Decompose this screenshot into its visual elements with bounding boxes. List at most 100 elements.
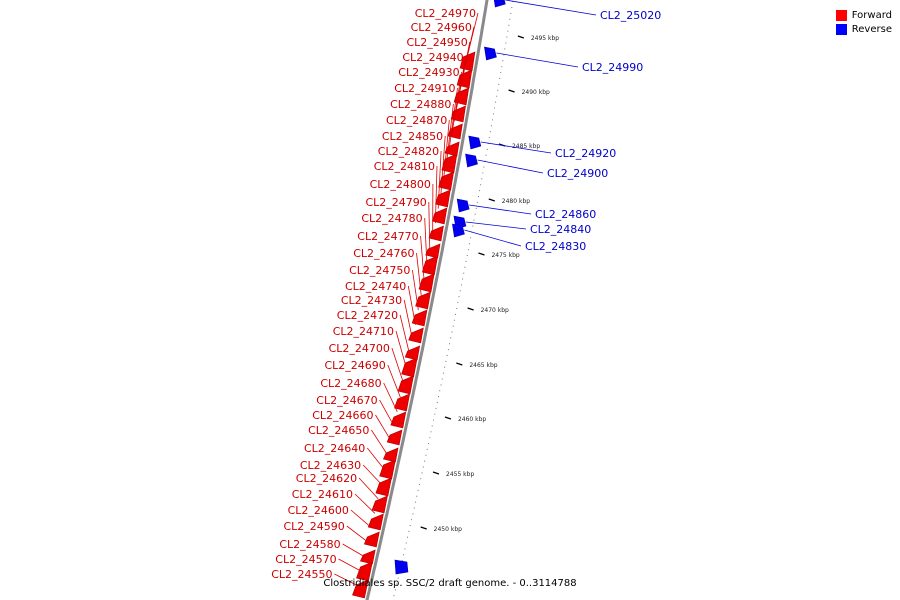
reverse-leader-line	[496, 52, 579, 68]
forward-gene-label: CL2_24940	[402, 51, 463, 64]
scale-tick-label: 2460 kbp	[458, 416, 486, 423]
reverse-leader-line	[464, 229, 522, 247]
forward-leader-line	[342, 543, 366, 558]
forward-gene-label: CL2_24640	[304, 442, 365, 455]
forward-gene-block	[394, 393, 411, 412]
forward-gene-label: CL2_24680	[320, 377, 381, 390]
reverse-gene-block	[456, 198, 470, 213]
forward-gene-block	[425, 243, 441, 259]
reverse-gene-label: CL2_24900	[547, 167, 608, 180]
forward-leader-line	[334, 573, 359, 587]
forward-gene-label: CL2_24550	[271, 568, 332, 581]
reverse-gene-label: CL2_24860	[535, 208, 596, 221]
forward-gene-label: CL2_24600	[288, 504, 349, 517]
forward-gene-label: CL2_24800	[370, 178, 431, 191]
forward-gene-block	[359, 549, 376, 565]
forward-leader-line	[448, 87, 458, 151]
forward-gene-label: CL2_24620	[296, 472, 357, 485]
forward-gene-label: CL2_24850	[382, 130, 443, 143]
scale-tick	[508, 89, 515, 93]
forward-leader-line	[424, 217, 428, 267]
forward-leader-line	[428, 201, 431, 253]
scale-tick-label: 2455 kbp	[446, 471, 474, 478]
forward-leader-line	[346, 525, 369, 543]
genome-backbone	[365, 0, 489, 600]
forward-gene-label: CL2_24720	[337, 309, 398, 322]
forward-gene-block	[367, 513, 384, 531]
scale-tick	[444, 416, 452, 420]
forward-gene-label: CL2_24960	[411, 21, 472, 34]
forward-leader-line	[435, 165, 438, 224]
forward-leader-line	[375, 414, 392, 442]
forward-gene-block	[418, 273, 435, 293]
forward-gene-label: CL2_24660	[312, 409, 373, 422]
scale-tick	[467, 307, 474, 311]
forward-gene-label: CL2_24700	[329, 342, 390, 355]
forward-leader-line	[412, 269, 419, 311]
forward-leader-line	[362, 464, 382, 485]
forward-leader-line	[440, 135, 446, 195]
forward-swatch	[835, 9, 847, 21]
forward-leader-line	[395, 330, 407, 369]
legend-forward-label: Forward	[851, 9, 892, 21]
legend: Forward Reverse	[835, 8, 892, 36]
forward-gene-label: CL2_24610	[292, 488, 353, 501]
scale-tick-label: 2465 kbp	[469, 362, 497, 369]
scale-tick-label: 2490 kbp	[522, 89, 550, 96]
forward-gene-label: CL2_24780	[361, 212, 422, 225]
forward-leader-line	[403, 299, 413, 340]
forward-leader-line	[371, 429, 389, 456]
scale-tick-label: 2470 kbp	[481, 307, 509, 314]
forward-gene-block	[383, 447, 399, 463]
forward-gene-label: CL2_24870	[386, 114, 447, 127]
reverse-gene-block	[452, 223, 465, 238]
reverse-leader-line	[469, 204, 532, 215]
scale-tick	[517, 35, 525, 39]
forward-leader-line	[453, 56, 467, 122]
forward-leader-line	[379, 399, 395, 427]
forward-leader-line	[407, 285, 416, 325]
forward-gene-label: CL2_24880	[390, 98, 451, 111]
forward-gene-block	[435, 189, 451, 208]
forward-leader-line	[383, 382, 398, 412]
forward-leader-line	[387, 364, 401, 398]
forward-leader-line	[338, 558, 362, 572]
forward-gene-block	[375, 477, 392, 497]
scale-tick-label: 2495 kbp	[531, 35, 559, 42]
forward-gene-label: CL2_24750	[349, 264, 410, 277]
forward-gene-block	[431, 207, 448, 225]
forward-gene-label: CL2_24630	[300, 459, 361, 472]
legend-reverse-label: Reverse	[851, 23, 892, 35]
forward-leader-line	[445, 103, 454, 166]
reverse-gene-block	[468, 135, 482, 150]
forward-gene-block	[379, 459, 396, 480]
scale-tick	[488, 198, 495, 202]
reverse-gene-label: CL2_24840	[530, 223, 591, 236]
genome-caption: Clostridiales sp. SSC/2 draft genome. - …	[323, 578, 577, 589]
forward-gene-block	[438, 171, 455, 191]
forward-gene-label: CL2_24730	[341, 294, 402, 307]
forward-gene-block	[444, 141, 460, 157]
forward-leader-line	[350, 509, 372, 529]
forward-gene-label: CL2_24580	[279, 538, 340, 551]
forward-gene-label: CL2_24710	[333, 325, 394, 338]
reverse-gene-block	[394, 559, 409, 575]
forward-gene-block	[386, 429, 403, 446]
forward-leader-line	[391, 347, 404, 383]
reverse-leader-line	[465, 221, 527, 230]
forward-gene-label: CL2_24930	[398, 66, 459, 79]
forward-gene-block	[411, 309, 428, 327]
forward-leader-line	[358, 477, 379, 500]
scale-tick-label: 2450 kbp	[434, 526, 462, 533]
reverse-leader-line	[505, 0, 597, 16]
forward-gene-block	[390, 411, 407, 429]
reverse-gene-label: CL2_25020	[600, 9, 661, 22]
forward-gene-label: CL2_24790	[365, 196, 426, 209]
forward-gene-label: CL2_24590	[283, 520, 344, 533]
reverse-gene-label: CL2_24830	[525, 240, 586, 253]
forward-leader-line	[420, 235, 425, 282]
forward-gene-block	[404, 345, 421, 361]
forward-gene-block	[421, 255, 439, 276]
forward-leader-line	[399, 314, 410, 354]
